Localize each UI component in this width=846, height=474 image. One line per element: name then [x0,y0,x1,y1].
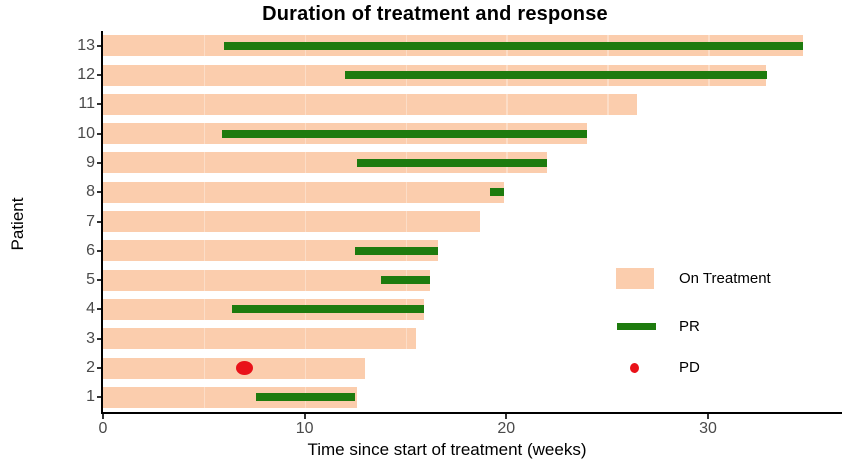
y-tick-mark-8 [97,191,103,194]
x-tick-mark-10 [303,414,306,419]
x-tick-label-30: 30 [699,420,717,437]
legend-item-pd: PD [616,359,700,376]
y-tick-mark-7 [97,220,103,223]
pr-bar-patient-8 [490,188,505,197]
gridline-week-35 [808,31,811,412]
x-tick-mark-0 [102,414,104,419]
on-treatment-bar-patient-11 [103,93,638,115]
y-tick-mark-12 [97,74,103,76]
legend-item-pr: PR [616,318,700,335]
x-tick-label-20: 20 [497,420,516,437]
gridline-week-5 [203,31,206,412]
pr-bar-patient-6 [355,246,438,255]
y-tick-label-6: 6 [86,241,95,259]
pd-point-patient-2 [235,361,253,375]
on-treatment-bar-patient-3 [103,328,416,350]
pr-line-icon [617,323,656,330]
on-treatment-bar-patient-2 [103,357,366,379]
chart-title: Duration of treatment and response [262,3,608,25]
x-tick-label-0: 0 [98,420,108,437]
pr-bar-patient-10 [222,129,587,138]
legend-label-pr: PR [679,318,700,335]
legend-icon-box [616,268,679,289]
on-treatment-bar-patient-1 [103,386,358,408]
gridline-week-10 [304,31,307,412]
y-tick-label-4: 4 [86,300,95,318]
y-tick-label-5: 5 [86,271,95,289]
y-tick-label-9: 9 [86,153,95,171]
x-tick-label-10: 10 [295,420,314,437]
y-tick-label-8: 8 [86,183,95,201]
y-tick-label-2: 2 [86,359,95,376]
on-treatment-bar-patient-7 [103,211,481,232]
y-tick-mark-3 [97,337,103,340]
y-tick-mark-9 [97,161,103,164]
y-tick-label-12: 12 [77,66,95,83]
gridline-week-15 [405,31,407,412]
y-tick-mark-2 [97,367,103,369]
x-tick-mark-20 [505,414,508,419]
pd-dot-icon [630,362,639,373]
pr-bar-patient-4 [232,305,424,314]
y-tick-mark-4 [97,308,103,311]
legend-label-pd: PD [679,359,700,376]
y-tick-label-7: 7 [86,212,95,230]
on-treatment-bar-patient-6 [103,240,438,262]
y-tick-mark-5 [97,279,103,282]
y-tick-mark-13 [97,44,103,47]
gridline-week-30 [708,31,710,412]
x-tick-mark-30 [707,414,709,419]
pr-bar-patient-9 [357,158,547,167]
y-tick-mark-1 [97,396,103,399]
y-tick-label-3: 3 [86,329,95,347]
legend-label-on-treatment: On Treatment [679,270,771,287]
legend-item-on-treatment: On Treatment [616,268,771,289]
pr-bar-patient-1 [256,393,356,402]
on-treatment-bar-patient-8 [103,181,505,203]
y-tick-label-10: 10 [77,124,95,142]
y-tick-mark-10 [97,132,103,135]
y-tick-label-1: 1 [86,388,95,406]
gridline-week-20 [506,31,508,412]
y-tick-label-13: 13 [77,36,95,54]
on-treatment-bar-patient-5 [103,269,430,291]
on-treatment-bar-patient-9 [103,152,547,174]
y-tick-mark-11 [97,103,103,106]
legend-icon-box [616,323,679,330]
x-axis-title: Time since start of treatment (weeks) [307,440,587,459]
y-axis-title: Patient [8,197,27,251]
legend: On Treatment PR PD [616,0,846,474]
pr-bar-patient-5 [381,276,430,285]
x-axis-line [101,412,842,414]
gridline-week-25 [607,31,609,412]
y-tick-label-11: 11 [78,95,95,113]
y-axis-line [101,31,103,414]
legend-icon-box [616,362,679,373]
pr-bar-patient-13 [224,41,803,50]
pr-bar-patient-12 [345,71,767,79]
y-tick-mark-6 [97,249,103,252]
on-treatment-swatch-icon [616,268,654,289]
